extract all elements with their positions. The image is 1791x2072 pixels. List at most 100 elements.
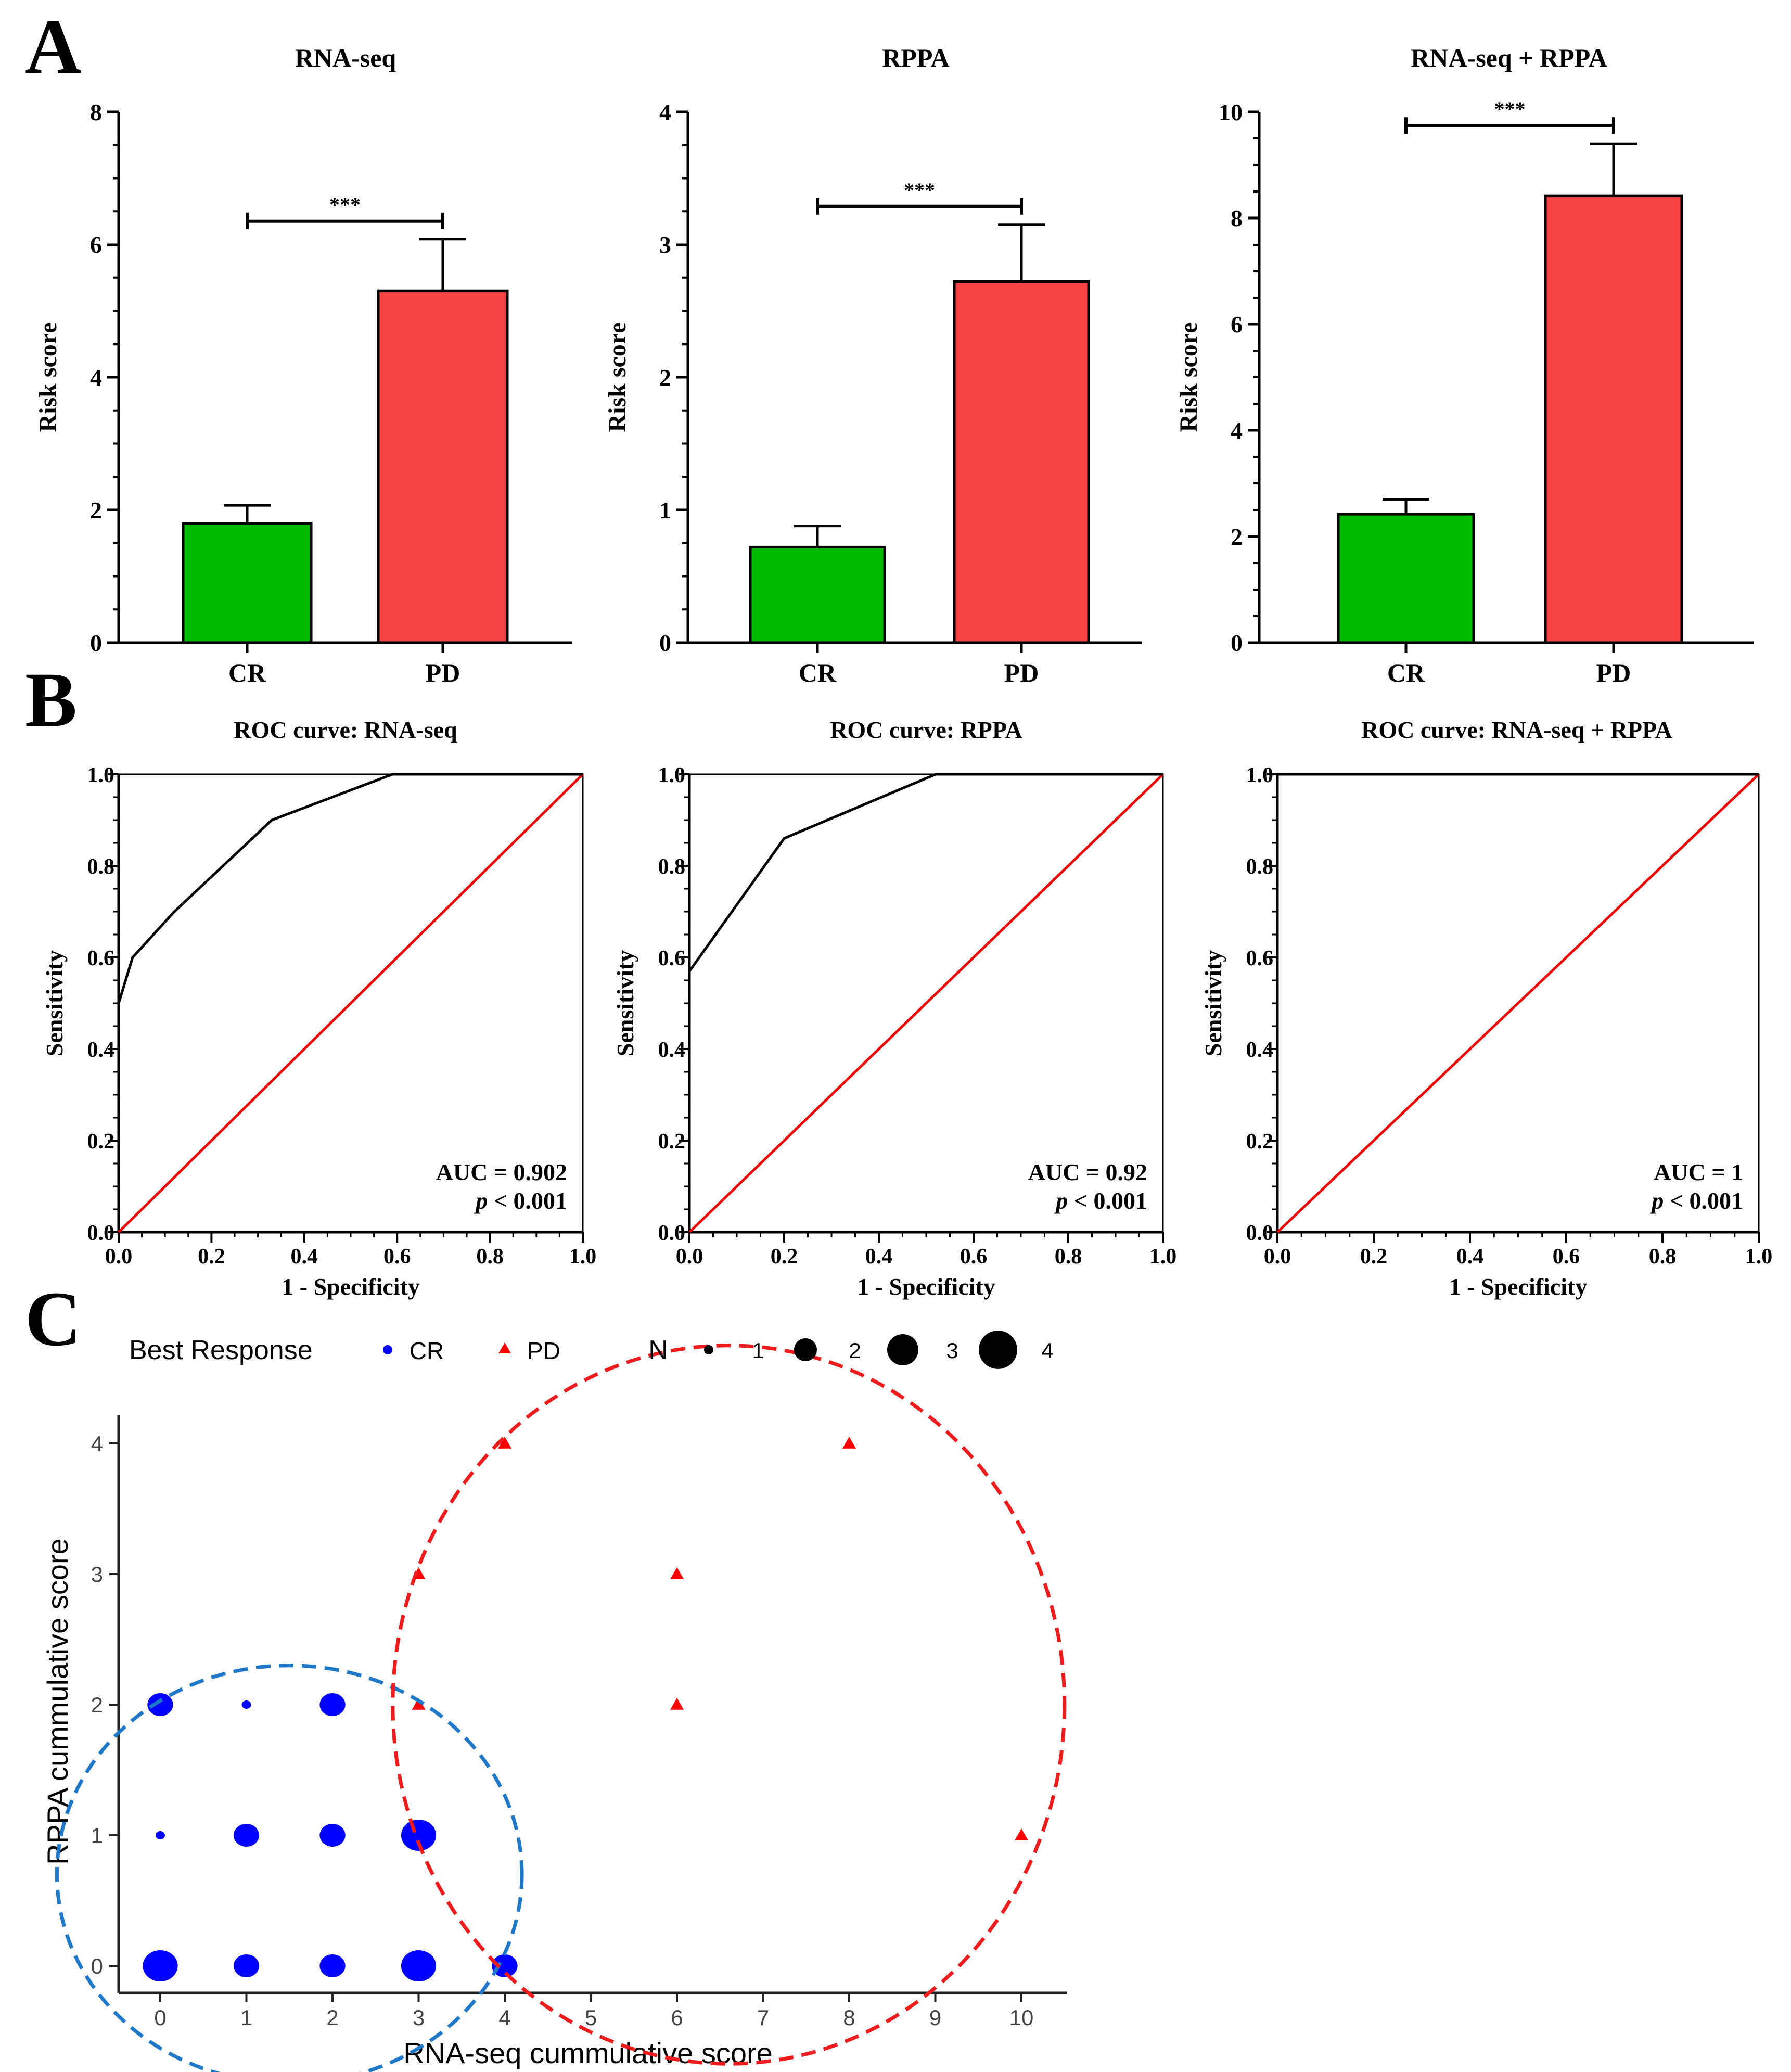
- y-tick-label: 0.8: [658, 855, 686, 879]
- x-tick-label: 10: [1009, 2005, 1034, 2030]
- point-cr: [156, 1831, 165, 1839]
- legend-marker-pd: [498, 1342, 511, 1353]
- panel-label-b: B: [25, 657, 77, 743]
- roc-curve: [117, 773, 583, 1004]
- y-tick-label: 0: [90, 630, 102, 656]
- legend-size-marker: [979, 1331, 1017, 1369]
- x-tick-label: 0.6: [960, 1245, 988, 1269]
- y-tick-label: 0.4: [87, 1038, 115, 1062]
- point-cr: [233, 1954, 260, 1977]
- point-pd: [670, 1698, 684, 1710]
- point-cr: [241, 1700, 251, 1709]
- y-tick-label: 2: [1231, 523, 1243, 550]
- point-pd: [498, 1437, 511, 1449]
- p-value: < 0.001: [1068, 1187, 1147, 1214]
- y-tick-label: 0.8: [87, 855, 115, 879]
- legend-size-label: 2: [849, 1338, 861, 1363]
- x-tick-label: 0.2: [198, 1245, 225, 1269]
- roc-title: ROC curve: RPPA: [830, 717, 1022, 743]
- point-pd: [1015, 1828, 1028, 1840]
- x-tick-label: 9: [929, 2005, 941, 2030]
- x-tick-label: 1: [240, 2005, 252, 2030]
- p-value: < 0.001: [1664, 1187, 1743, 1214]
- bar-pd: [377, 289, 509, 644]
- x-tick-label: 0.4: [865, 1245, 893, 1269]
- legend-size-marker: [704, 1345, 713, 1354]
- x-tick-label: 0.4: [291, 1245, 318, 1269]
- bar-cr: [182, 522, 313, 644]
- bar-chart-title: RNA-seq: [295, 43, 396, 72]
- x-axis-label: 1 - Specificity: [857, 1273, 995, 1300]
- y-tick-label: 2: [91, 1693, 103, 1717]
- legend-size-label: 3: [946, 1338, 958, 1363]
- bar-chart-title: RPPA: [882, 43, 950, 72]
- y-axis-label: Risk score: [34, 322, 62, 432]
- roc-title: ROC curve: RNA-seq: [234, 717, 457, 743]
- point-pd: [412, 1698, 426, 1710]
- y-tick-label: 0: [91, 1954, 103, 1978]
- y-tick-label: 6: [90, 232, 102, 258]
- y-tick-label: 1: [659, 497, 671, 523]
- x-tick-label: 1.0: [569, 1245, 597, 1269]
- y-tick-label: 0.4: [658, 1038, 686, 1062]
- y-tick-label: 4: [1231, 417, 1243, 444]
- point-pd: [670, 1567, 684, 1579]
- panel-label-c: C: [25, 1276, 81, 1362]
- y-tick-label: 8: [90, 99, 102, 125]
- y-tick-label: 6: [1231, 311, 1243, 338]
- y-tick-label: 0.4: [1246, 1038, 1274, 1062]
- x-tick-label: CR: [799, 658, 837, 687]
- y-tick-label: 10: [1219, 99, 1243, 125]
- y-tick-label: 8: [1231, 205, 1243, 232]
- bar-cr: [749, 545, 886, 644]
- reference-diagonal: [1276, 773, 1760, 1233]
- significance-stars: ***: [904, 178, 935, 202]
- x-tick-label: PD: [426, 658, 460, 687]
- x-tick-label: 0: [154, 2005, 166, 2030]
- legend-size-label: 1: [752, 1338, 764, 1363]
- x-tick-label: 0.8: [1055, 1245, 1082, 1269]
- y-tick-label: 0.6: [1246, 947, 1274, 970]
- x-tick-label: 2: [326, 2005, 338, 2030]
- point-cr: [401, 1950, 437, 1981]
- y-tick-label: 0.2: [1246, 1130, 1274, 1154]
- x-tick-label: 0.6: [1553, 1245, 1580, 1269]
- x-tick-label: PD: [1596, 658, 1631, 687]
- y-tick-label: 4: [90, 364, 102, 391]
- x-tick-label: 0.0: [676, 1245, 703, 1269]
- x-tick-label: 0.0: [1264, 1245, 1291, 1269]
- y-tick-label: 0.0: [87, 1221, 115, 1245]
- bar-chart-combined: RNA-seq + RPPA Risk score 0 2 4 6 8 10 CR PD ***: [1175, 43, 1754, 687]
- point-cr: [492, 1954, 518, 1977]
- legend-label-cr: CR: [410, 1337, 444, 1364]
- x-tick-label: 0.6: [383, 1245, 411, 1269]
- y-tick-label: 2: [90, 497, 102, 523]
- y-tick-label: 1.0: [1246, 763, 1274, 787]
- point-cr: [233, 1824, 260, 1847]
- point-cr: [401, 1820, 437, 1851]
- legend-marker-cr: [383, 1345, 392, 1354]
- point-cr: [147, 1693, 173, 1716]
- bar-chart-rppa: RPPA Risk score 0 1 2 3 4 CR PD ***: [604, 43, 1142, 687]
- legend-size-marker: [794, 1338, 817, 1361]
- roc-chart-combined: ROC curve: RNA-seq + RPPA Sensitivity 1 - …: [1200, 717, 1772, 1300]
- x-tick-label: CR: [228, 658, 266, 687]
- p-symbol: p: [474, 1187, 488, 1214]
- x-tick-label: 5: [585, 2005, 597, 2030]
- y-tick-label: 0.6: [87, 947, 115, 970]
- y-axis-label: Risk score: [1175, 322, 1202, 432]
- ellipse-cr: [55, 1664, 524, 2072]
- reference-diagonal: [118, 773, 584, 1233]
- y-tick-label: 4: [659, 99, 671, 125]
- x-tick-label: CR: [1387, 658, 1425, 687]
- reference-diagonal: [688, 773, 1164, 1233]
- x-tick-label: 1.0: [1149, 1245, 1177, 1269]
- x-tick-label: 1.0: [1745, 1245, 1773, 1269]
- point-cr: [319, 1693, 346, 1716]
- roc-curve: [688, 773, 1163, 972]
- roc-chart-rppa: ROC curve: RPPA Sensitivity 1 - Specificit…: [612, 717, 1176, 1300]
- y-tick-label: 0.0: [658, 1221, 686, 1245]
- p-value-text: p < 0.001: [1649, 1187, 1743, 1214]
- panel-label-a: A: [25, 4, 81, 90]
